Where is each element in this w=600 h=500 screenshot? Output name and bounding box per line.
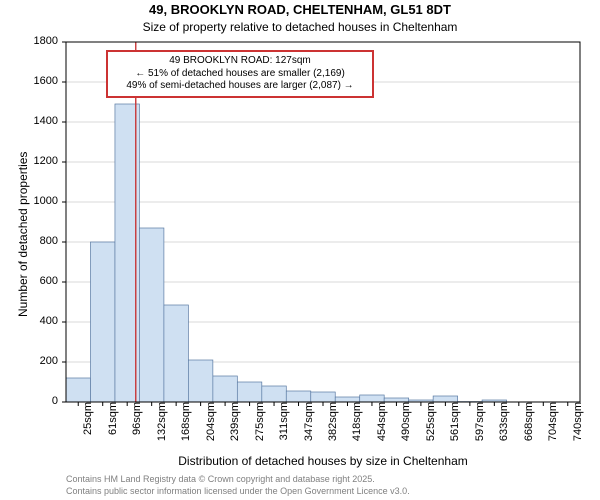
xtick-label: 239sqm xyxy=(229,402,241,450)
xtick-label: 454sqm xyxy=(376,402,388,450)
xtick-label: 168sqm xyxy=(180,402,192,450)
xtick-label: 275sqm xyxy=(254,402,266,450)
footer-line2: Contains public sector information licen… xyxy=(66,486,410,496)
xtick-label: 96sqm xyxy=(131,402,143,450)
footer-line1: Contains HM Land Registry data © Crown c… xyxy=(66,474,375,484)
ytick-label: 200 xyxy=(0,355,58,367)
y-axis-label: Number of detached properties xyxy=(16,152,30,317)
chart-root: 49, BROOKLYN ROAD, CHELTENHAM, GL51 8DT … xyxy=(0,0,600,500)
xtick-label: 740sqm xyxy=(572,402,584,450)
xtick-label: 25sqm xyxy=(82,402,94,450)
ytick-label: 1600 xyxy=(0,75,58,87)
xtick-label: 311sqm xyxy=(278,402,290,450)
ytick-label: 1400 xyxy=(0,115,58,127)
xtick-label: 561sqm xyxy=(449,402,461,450)
ytick-label: 0 xyxy=(0,395,58,407)
annotation-line3: 49% of semi-detached houses are larger (… xyxy=(114,80,366,93)
xtick-label: 204sqm xyxy=(205,402,217,450)
xtick-label: 668sqm xyxy=(523,402,535,450)
xtick-label: 347sqm xyxy=(303,402,315,450)
xtick-label: 132sqm xyxy=(156,402,168,450)
xtick-label: 597sqm xyxy=(474,402,486,450)
ytick-label: 1800 xyxy=(0,35,58,47)
annotation-line1: 49 BROOKLYN ROAD: 127sqm xyxy=(114,55,366,68)
xtick-label: 61sqm xyxy=(107,402,119,450)
annotation-box: 49 BROOKLYN ROAD: 127sqm ← 51% of detach… xyxy=(106,50,374,98)
annotation-line2: ← 51% of detached houses are smaller (2,… xyxy=(114,68,366,81)
xtick-label: 490sqm xyxy=(400,402,412,450)
xtick-label: 418sqm xyxy=(351,402,363,450)
xtick-label: 525sqm xyxy=(425,402,437,450)
x-axis-label: Distribution of detached houses by size … xyxy=(66,454,580,468)
xtick-label: 382sqm xyxy=(327,402,339,450)
xtick-label: 704sqm xyxy=(547,402,559,450)
xtick-label: 633sqm xyxy=(498,402,510,450)
